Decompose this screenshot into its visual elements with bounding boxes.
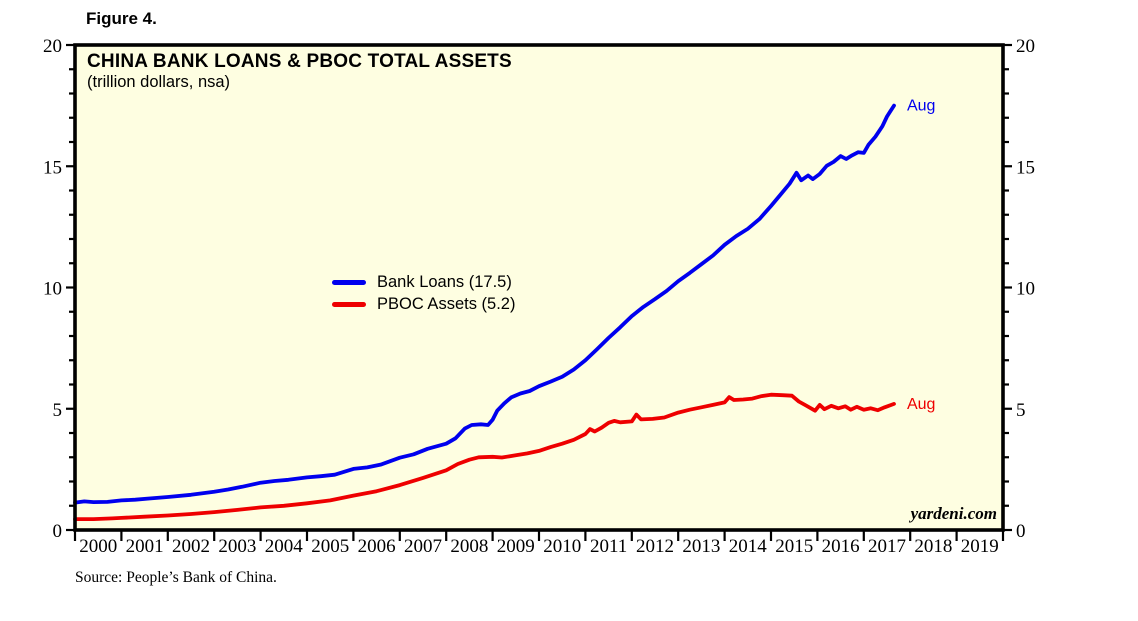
source-note: Source: People’s Bank of China. [75, 569, 277, 586]
figure-label: Figure 4. [86, 9, 157, 28]
legend-item-pboc-assets: PBOC Assets (5.2) [332, 293, 515, 315]
x-axis-year-label: 2005 [311, 536, 349, 557]
x-axis-year-label: 2019 [961, 536, 999, 557]
x-axis-year-label: 2016 [822, 536, 860, 557]
y-axis-label-left: 0 [53, 521, 63, 542]
x-axis-year-label: 2001 [126, 536, 164, 557]
x-axis-year-label: 2017 [868, 536, 906, 557]
legend: Bank Loans (17.5) PBOC Assets (5.2) [332, 271, 515, 315]
x-axis-year-label: 2013 [682, 536, 720, 557]
legend-item-bank-loans: Bank Loans (17.5) [332, 271, 515, 293]
x-axis-year-label: 2015 [775, 536, 813, 557]
legend-label-pboc-assets: PBOC Assets (5.2) [377, 294, 516, 313]
y-axis-label-right: 10 [1016, 279, 1035, 300]
chart-subtitle: (trillion dollars, nsa) [87, 73, 231, 91]
x-axis-year-label: 2004 [265, 536, 304, 557]
x-axis-year-label: 2002 [172, 536, 210, 557]
y-axis-label-right: 5 [1016, 400, 1026, 421]
bank-loans-line-swatch [332, 279, 366, 285]
y-axis-label-right: 15 [1016, 157, 1035, 178]
x-axis-year-label: 2000 [79, 536, 117, 557]
legend-label-bank-loans: Bank Loans (17.5) [377, 272, 512, 291]
y-axis-label-left: 15 [43, 157, 62, 178]
y-axis-label-left: 20 [43, 36, 62, 57]
x-axis-year-label: 2012 [636, 536, 674, 557]
y-axis-label-left: 10 [43, 279, 62, 300]
y-axis-label-right: 0 [1016, 521, 1026, 542]
series-line-bank-loans [73, 103, 896, 505]
x-axis-year-label: 2006 [358, 536, 396, 557]
series-line-pboc-assets [73, 392, 896, 521]
pboc-assets-line-swatch [332, 301, 366, 307]
plot-background [75, 45, 1003, 530]
series-end-label-bank-loans: Aug [907, 98, 935, 115]
x-axis-year-label: 2009 [497, 536, 535, 557]
x-axis-year-label: 2003 [218, 536, 256, 557]
yardeni-watermark: yardeni.com [910, 504, 997, 523]
x-axis-year-label: 2018 [914, 536, 952, 557]
x-axis-year-label: 2008 [450, 536, 488, 557]
y-axis-label-right: 20 [1016, 36, 1035, 57]
x-axis-year-label: 2011 [590, 536, 627, 557]
chart-title: CHINA BANK LOANS & PBOC TOTAL ASSETS [87, 51, 512, 72]
x-axis-year-label: 2007 [404, 536, 442, 557]
y-axis-label-left: 5 [53, 400, 63, 421]
x-axis-year-label: 2010 [543, 536, 581, 557]
plot-frame [73, 43, 1005, 532]
series-end-label-pboc-assets: Aug [907, 396, 935, 413]
x-axis-year-label: 2014 [729, 536, 768, 557]
